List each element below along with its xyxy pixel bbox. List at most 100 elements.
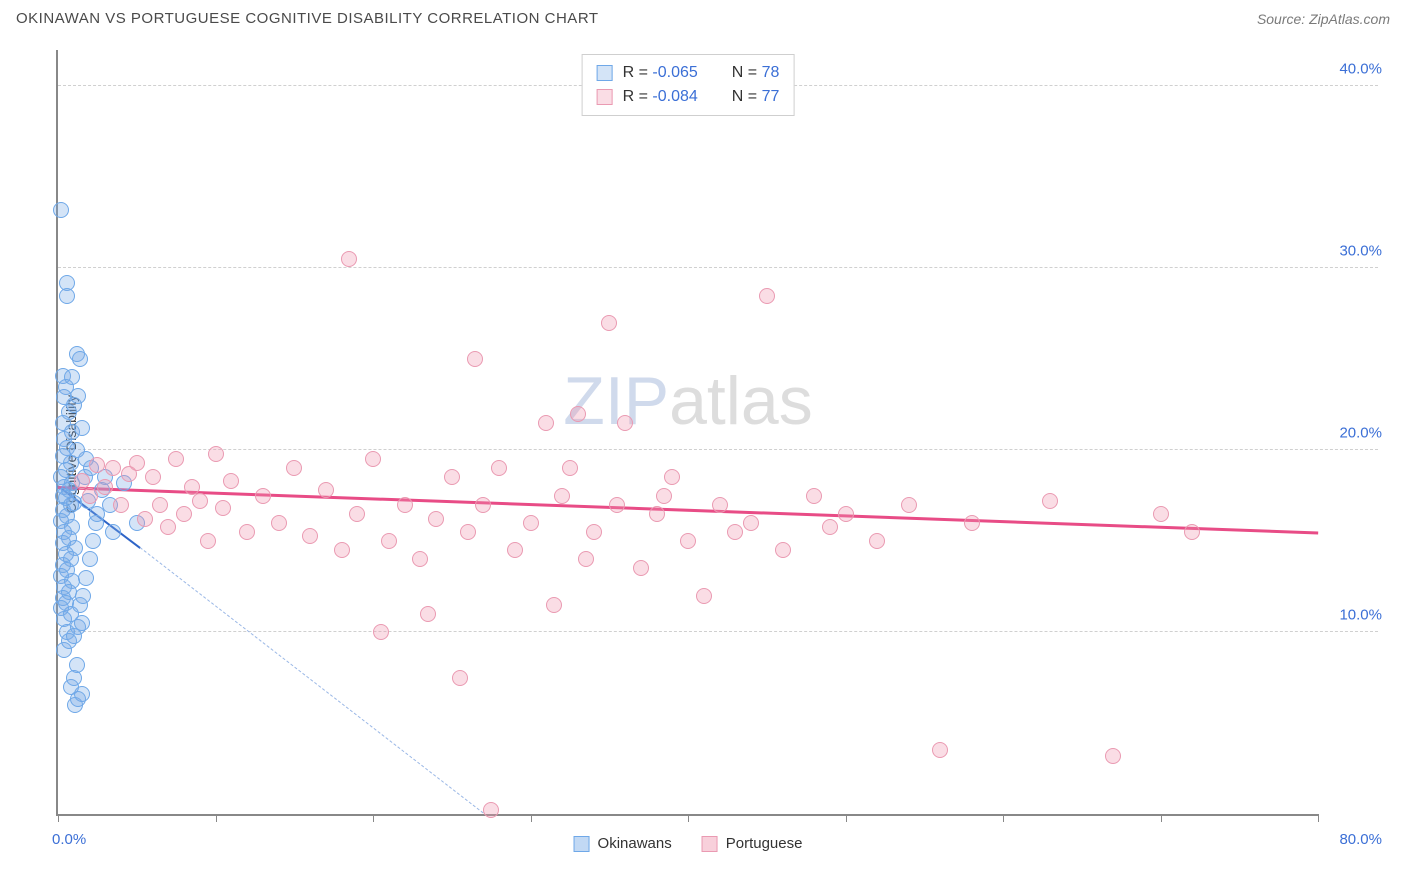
legend-label: Portuguese (726, 835, 803, 852)
data-point (806, 488, 822, 504)
x-tick (58, 814, 59, 822)
correlation-stats-box: R = -0.065N = 78R = -0.084N = 77 (582, 54, 795, 116)
data-point (412, 551, 428, 567)
data-point (176, 506, 192, 522)
data-point (649, 506, 665, 522)
data-point (570, 406, 586, 422)
x-axis-min-label: 0.0% (52, 831, 86, 848)
data-point (546, 597, 562, 613)
data-point (215, 500, 231, 516)
data-point (192, 493, 208, 509)
data-point (538, 415, 554, 431)
y-tick-label: 40.0% (1339, 61, 1382, 78)
data-point (467, 351, 483, 367)
data-point (586, 524, 602, 540)
x-tick (1318, 814, 1319, 822)
data-point (696, 588, 712, 604)
watermark: ZIPatlas (563, 362, 812, 440)
data-point (318, 482, 334, 498)
data-point (491, 460, 507, 476)
x-tick (373, 814, 374, 822)
data-point (365, 451, 381, 467)
data-point (78, 570, 94, 586)
data-point (578, 551, 594, 567)
data-point (373, 624, 389, 640)
stats-row: R = -0.084N = 77 (597, 85, 780, 109)
data-point (75, 588, 91, 604)
x-tick (216, 814, 217, 822)
data-point (255, 488, 271, 504)
x-axis-max-label: 80.0% (1339, 831, 1382, 848)
data-point (381, 533, 397, 549)
data-point (554, 488, 570, 504)
data-point (200, 533, 216, 549)
data-point (160, 519, 176, 535)
data-point (727, 524, 743, 540)
data-point (397, 497, 413, 513)
data-point (82, 551, 98, 567)
data-point (72, 351, 88, 367)
legend-bottom: Okinawans Portuguese (574, 835, 803, 852)
legend-item: Okinawans (574, 835, 672, 852)
data-point (97, 479, 113, 495)
x-tick (846, 814, 847, 822)
gridline-h (58, 449, 1378, 450)
chart-title: OKINAWAN VS PORTUGUESE COGNITIVE DISABIL… (16, 10, 599, 27)
data-point (145, 469, 161, 485)
data-point (271, 515, 287, 531)
y-tick-label: 30.0% (1339, 243, 1382, 260)
x-tick (688, 814, 689, 822)
data-point (137, 511, 153, 527)
data-point (932, 742, 948, 758)
data-point (420, 606, 436, 622)
data-point (69, 442, 85, 458)
data-point (302, 528, 318, 544)
data-point (712, 497, 728, 513)
data-point (74, 473, 90, 489)
data-point (59, 288, 75, 304)
data-point (152, 497, 168, 513)
data-point (964, 515, 980, 531)
x-tick (1003, 814, 1004, 822)
chart-container: Cognitive Disability ZIPatlas R = -0.065… (16, 44, 1390, 864)
data-point (74, 420, 90, 436)
data-point (507, 542, 523, 558)
data-point (601, 315, 617, 331)
data-point (70, 388, 86, 404)
data-point (208, 446, 224, 462)
data-point (1184, 524, 1200, 540)
data-point (901, 497, 917, 513)
data-point (617, 415, 633, 431)
data-point (105, 524, 121, 540)
data-point (1042, 493, 1058, 509)
data-point (89, 457, 105, 473)
data-point (775, 542, 791, 558)
data-point (633, 560, 649, 576)
data-point (460, 524, 476, 540)
y-tick-label: 10.0% (1339, 607, 1382, 624)
data-point (680, 533, 696, 549)
data-point (759, 288, 775, 304)
data-point (452, 670, 468, 686)
legend-swatch (574, 836, 590, 852)
data-point (444, 469, 460, 485)
data-point (1153, 506, 1169, 522)
data-point (184, 479, 200, 495)
data-point (64, 369, 80, 385)
data-point (609, 497, 625, 513)
data-point (223, 473, 239, 489)
data-point (656, 488, 672, 504)
data-point (66, 628, 82, 644)
data-point (664, 469, 680, 485)
data-point (105, 460, 121, 476)
legend-item: Portuguese (702, 835, 803, 852)
gridline-h (58, 631, 1378, 632)
trend-line-extrapolation (140, 548, 484, 814)
data-point (1105, 748, 1121, 764)
series-swatch (597, 65, 613, 81)
chart-header: OKINAWAN VS PORTUGUESE COGNITIVE DISABIL… (0, 0, 1406, 33)
data-point (239, 524, 255, 540)
data-point (69, 657, 85, 673)
data-point (743, 515, 759, 531)
data-point (822, 519, 838, 535)
